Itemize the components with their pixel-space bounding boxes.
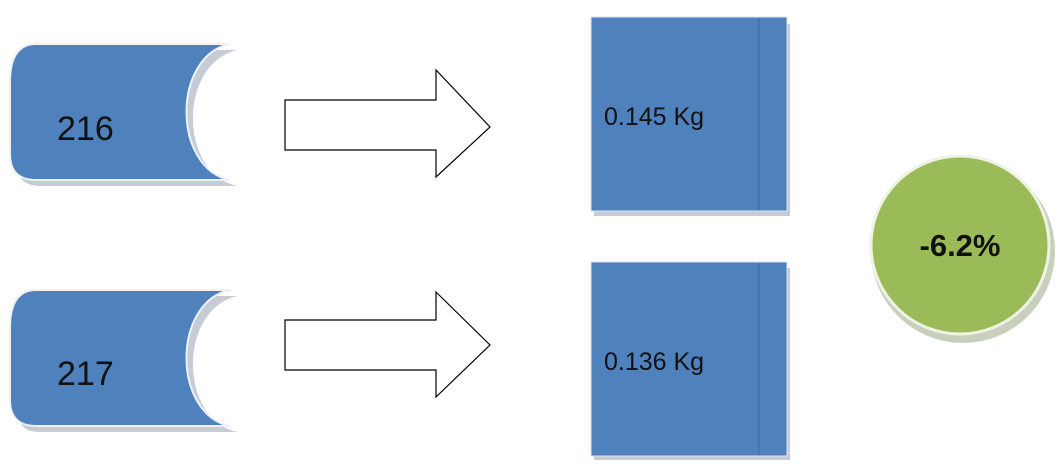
arrow-217 [284,290,491,399]
label-217-text: 217 [57,355,114,393]
label-216-text: 216 [57,110,114,148]
row-216: 216 0.145 Kg [9,16,790,216]
label-shape-217: 217 [9,289,238,432]
value-216-text: 0.145 Kg [604,103,704,131]
value-box-217: 0.136 Kg [590,261,790,460]
value-217-text: 0.136 Kg [604,348,704,376]
arrow-216 [284,68,491,179]
value-box-216: 0.145 Kg [590,16,790,216]
result-percent-text: -6.2% [920,228,1001,263]
result-circle: -6.2% [869,154,1055,343]
label-shape-216: 216 [9,43,238,186]
row-217: 217 0.136 Kg [9,261,790,460]
